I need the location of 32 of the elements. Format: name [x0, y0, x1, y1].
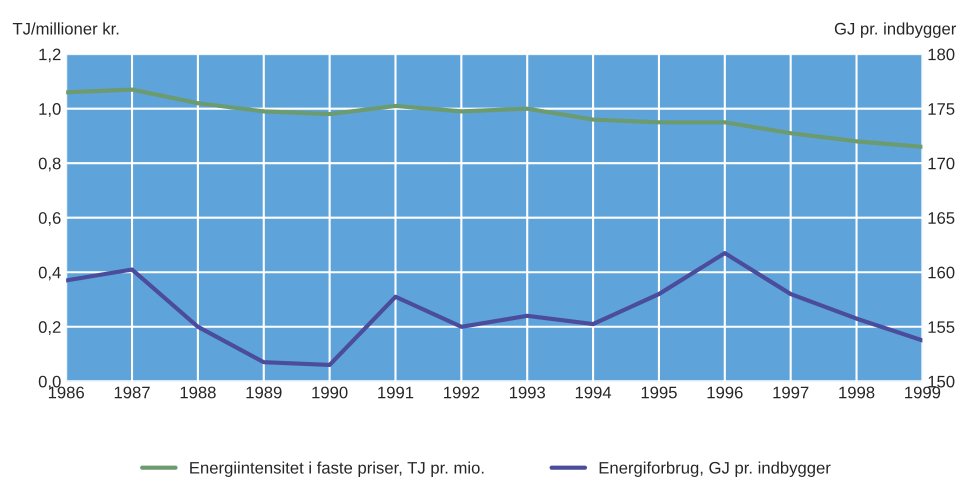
- line-series: [66, 251, 922, 368]
- x-tick-label: 1988: [180, 386, 216, 398]
- x-tick-label: 1987: [114, 386, 150, 398]
- x-tick-label: 1994: [576, 386, 612, 398]
- x-tick-label: 1998: [839, 386, 874, 398]
- x-tick-label: 1990: [312, 386, 348, 398]
- y-axis-title: TJ/millioner kr.: [12, 22, 118, 35]
- x-tick-label: 1993: [510, 386, 546, 398]
- x-tick-label: 1996: [708, 386, 743, 398]
- y-tick-label: 1,0: [39, 103, 61, 117]
- legend-label: Energiintensitet i faste priser, TJ pr. mio.: [190, 461, 484, 477]
- y-tick-label: 0,8: [38, 158, 61, 172]
- y-tick-label: 0,4: [38, 266, 61, 280]
- x-tick-label: 1999: [905, 386, 940, 398]
- y2-tick-label: 160: [928, 266, 954, 278]
- x-tick-label: 1989: [246, 386, 282, 398]
- y-tick-label: 0,2: [38, 321, 60, 335]
- x-tick-label: 1992: [444, 386, 480, 398]
- y2-tick-label: 150: [928, 376, 954, 388]
- y2-tick-label: 155: [928, 321, 954, 333]
- x-tick-label: 1997: [773, 386, 808, 398]
- legend-label: Energiforbrug, GJ pr. indbygger: [600, 461, 831, 477]
- y2-tick-label: 180: [928, 48, 954, 60]
- y2-tick-label: 170: [928, 158, 954, 170]
- y-tick-label: 0,6: [38, 212, 61, 226]
- line-series: [66, 87, 922, 149]
- y2-tick-label: 175: [928, 103, 954, 115]
- y2-tick-label: 165: [928, 212, 954, 224]
- x-tick-label: 1991: [378, 386, 414, 398]
- y2-axis-title: GJ pr. indbygger: [834, 22, 956, 38]
- y-tick-label: 1,2: [39, 48, 60, 62]
- x-tick-label: 1995: [642, 386, 677, 398]
